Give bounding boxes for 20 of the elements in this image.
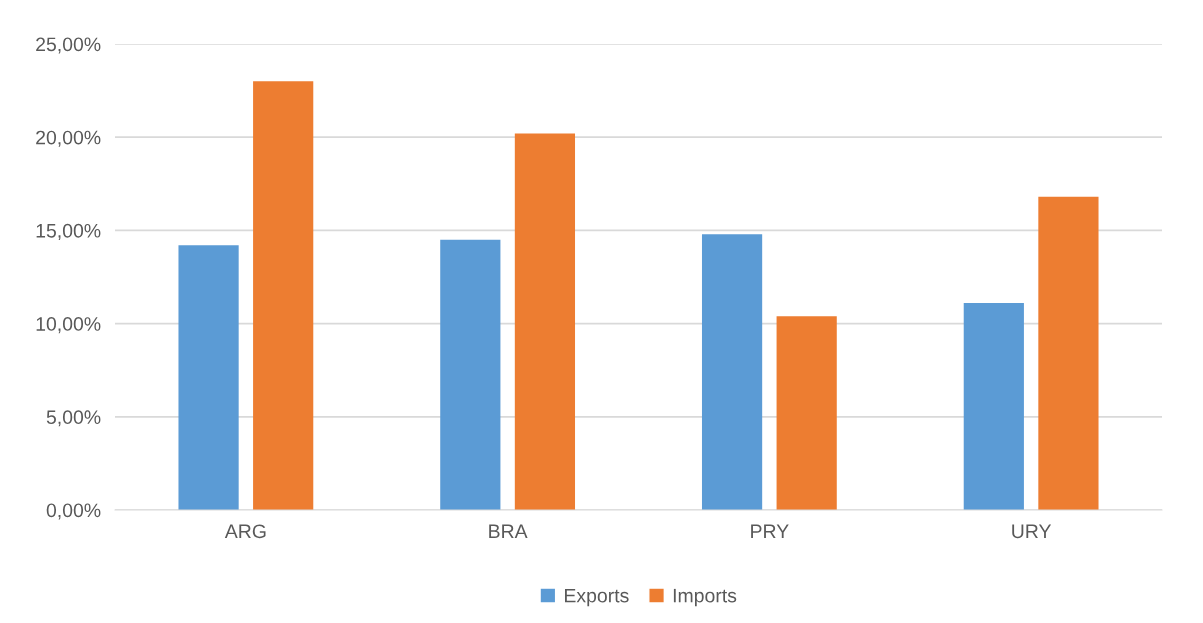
bar: [963, 303, 1024, 510]
legend-label: Imports: [673, 588, 737, 607]
x-tick-label: ARG: [224, 524, 266, 539]
legend-label: Exports: [565, 588, 629, 607]
bar: [701, 234, 763, 510]
x-tick-label: PRY: [751, 524, 789, 538]
bar: [253, 81, 314, 510]
x-tick-label: URY: [1012, 524, 1052, 539]
bar: [776, 316, 837, 510]
y-tick-label: 15,00%: [36, 223, 101, 240]
y-tick-label: 10,00%: [36, 317, 101, 334]
bar: [178, 245, 239, 510]
y-tick-label: 25,00%: [36, 37, 101, 54]
y-tick-label: 0,00%: [46, 503, 101, 520]
bar: [1038, 196, 1099, 510]
bar: [440, 239, 501, 510]
y-tick-label: 20,00%: [36, 130, 101, 147]
y-tick-label: 5,00%: [46, 410, 101, 427]
x-tick-label: BRA: [489, 524, 528, 538]
bar: [514, 133, 576, 510]
